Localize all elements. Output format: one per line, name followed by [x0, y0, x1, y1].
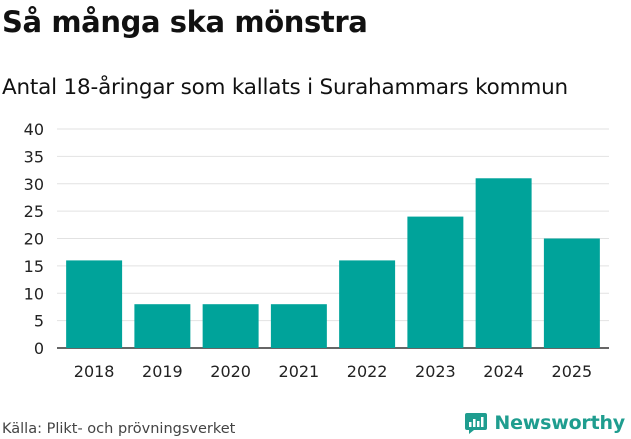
- y-tick-label: 20: [24, 230, 44, 249]
- x-tick-label: 2020: [210, 362, 251, 381]
- x-tick-label: 2021: [279, 362, 320, 381]
- source-note: Källa: Plikt- och prövningsverket: [2, 421, 236, 437]
- newsworthy-logo-icon: [465, 413, 488, 434]
- bar-2018: [66, 260, 123, 348]
- x-tick-label: 2024: [483, 362, 524, 381]
- bar-2021: [270, 304, 327, 348]
- x-tick-label: 2023: [415, 362, 456, 381]
- x-tick-label: 2022: [347, 362, 388, 381]
- bar-2023: [407, 216, 464, 348]
- x-tick-label: 2018: [74, 362, 115, 381]
- bar-2024: [475, 178, 532, 348]
- x-tick-label: 2025: [552, 362, 593, 381]
- y-tick-label: 25: [24, 202, 44, 221]
- y-tick-label: 5: [34, 312, 44, 331]
- brand-name: Newsworthy: [494, 412, 625, 434]
- brand-logo: Newsworthy: [464, 409, 625, 437]
- bar-2019: [134, 304, 191, 348]
- y-tick-label: 35: [24, 147, 44, 166]
- bar-2020: [202, 304, 259, 348]
- chart-title: Så många ska mönstra: [2, 5, 368, 39]
- bar-2025: [543, 238, 600, 348]
- bar-2022: [339, 260, 396, 348]
- x-axis-tick-labels: 2018 2019 2020 2021 2022 2023 2024 2025: [74, 362, 592, 381]
- y-tick-label: 40: [24, 120, 44, 139]
- chart-subtitle: Antal 18-åringar som kallats i Surahamma…: [2, 75, 568, 100]
- y-tick-label: 15: [24, 257, 44, 276]
- bars: [66, 178, 600, 348]
- y-tick-label: 10: [24, 284, 44, 303]
- x-tick-label: 2019: [142, 362, 183, 381]
- y-axis-tick-labels: 0 5 10 15 20 25 30 35 40: [24, 120, 44, 358]
- y-tick-label: 0: [34, 339, 44, 358]
- y-tick-label: 30: [24, 175, 44, 194]
